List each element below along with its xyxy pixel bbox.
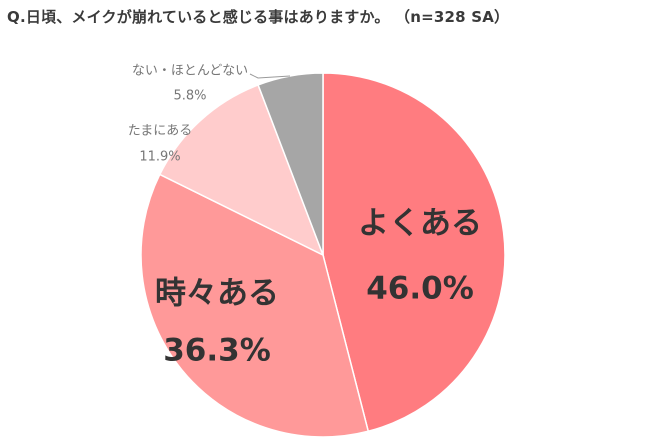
- pie-slices: [140, 72, 506, 438]
- pie-slice-3: [158, 83, 325, 257]
- chart-title: Q.日頃、メイクが崩れていると感じる事はありますか。 （n=328 SA）: [7, 8, 510, 26]
- slice-label-value-2: 36.3%: [163, 333, 271, 369]
- pie-slice-2: [140, 173, 370, 438]
- pie-slice-4: [257, 72, 324, 256]
- slice-label-category-1: よくある: [358, 206, 482, 242]
- slice-label-category-3: たまにある: [128, 124, 193, 139]
- slice-label-category-4: ない・ほとんどない: [132, 64, 248, 79]
- slice-labels: よくある 46.0% 時々ある 36.3% たまにある 11.9% ない・ほとんどない 5.8…: [128, 64, 482, 369]
- slice-label-value-1: 46.0%: [366, 271, 474, 307]
- slice-label-category-2: 時々ある: [155, 276, 279, 312]
- slice-label-value-3: 11.9%: [139, 150, 180, 165]
- pie-slice-1: [322, 72, 506, 433]
- leader-line-slice-4: [249, 73, 291, 79]
- leader-lines: [249, 73, 291, 79]
- slice-label-value-4: 5.8%: [173, 89, 206, 104]
